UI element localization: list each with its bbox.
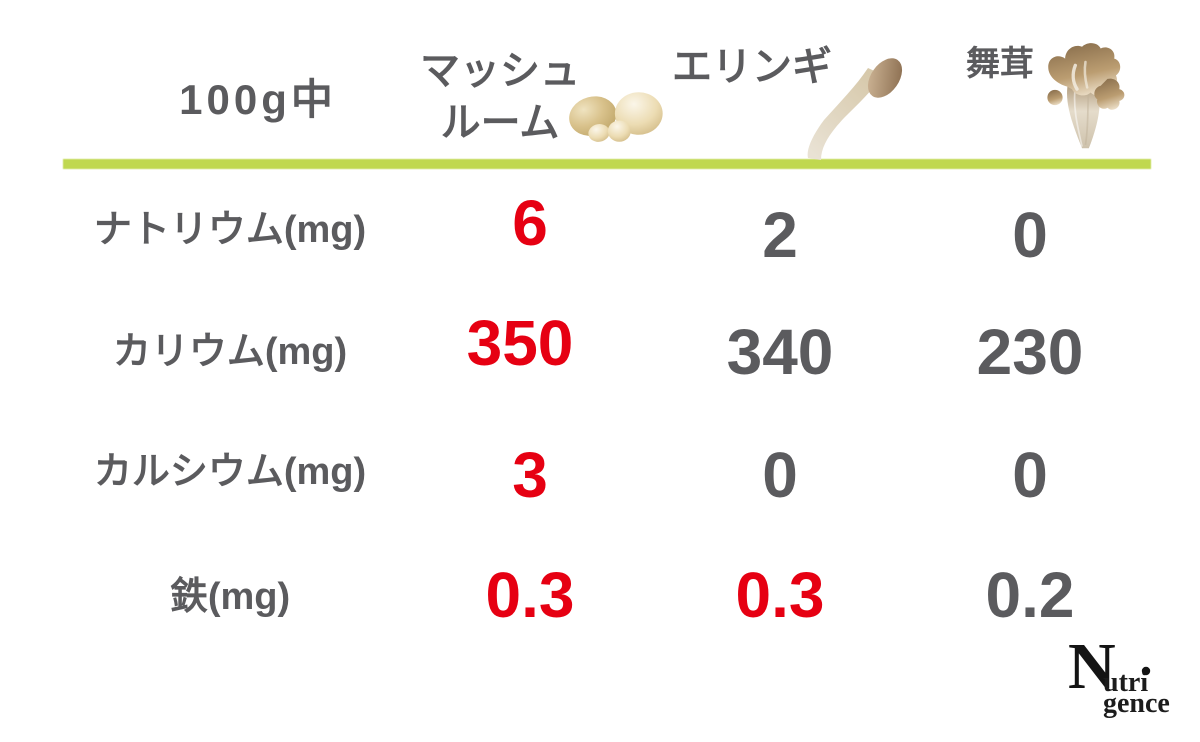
svg-text:gence: gence (1103, 688, 1170, 719)
